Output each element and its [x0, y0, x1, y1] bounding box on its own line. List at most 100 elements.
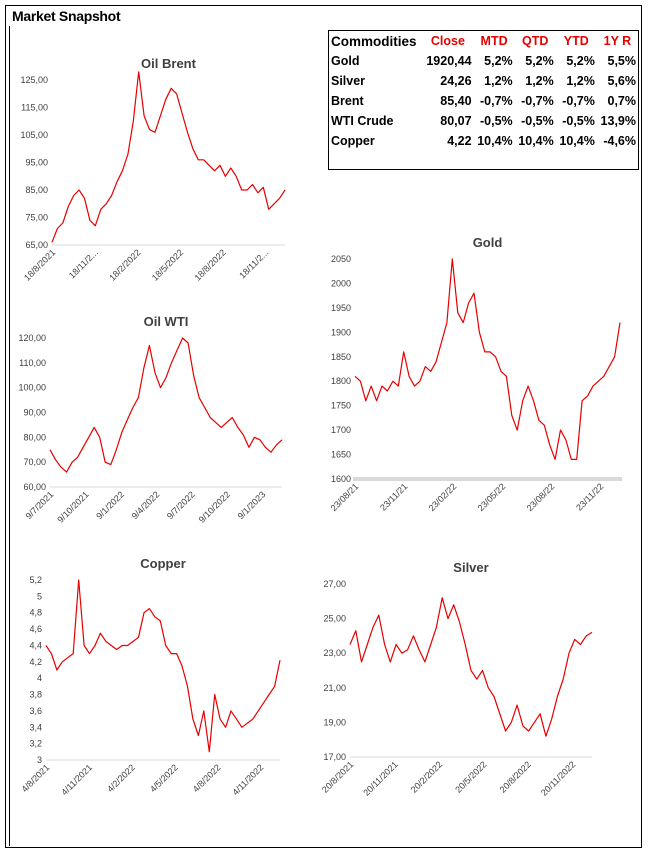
1yr-value: 5,5% — [607, 54, 637, 68]
table-header-row: Commodities Close MTD QTD YTD 1Y R — [329, 31, 638, 51]
table-header-close: Close — [430, 34, 465, 48]
chart-title: Oil WTI — [144, 314, 189, 329]
y-tick-label: 80,00 — [23, 432, 46, 442]
y-tick-label: 4,8 — [29, 608, 42, 618]
close-value: 24,26 — [440, 74, 472, 88]
qtd-value: 1,2% — [525, 74, 554, 88]
y-tick-label: 21,00 — [323, 683, 346, 693]
y-tick-label: 100,00 — [18, 383, 46, 393]
qtd-value: -0,5% — [521, 114, 554, 128]
commodity-name: Silver — [331, 74, 366, 88]
page-frame — [5, 5, 642, 848]
x-tick-label: 20/8/2022 — [498, 759, 533, 794]
y-tick-label: 105,00 — [20, 130, 48, 140]
table-row: Brent 85,40 -0,7% -0,7% -0,7% 0,7% — [329, 91, 638, 111]
series-line — [349, 597, 593, 737]
commodity-name: Gold — [331, 54, 360, 68]
y-tick-label: 120,00 — [18, 333, 46, 343]
y-tick-label: 1700 — [331, 425, 351, 435]
ytd-value: 5,2% — [566, 54, 595, 68]
chart-title: Silver — [453, 560, 488, 575]
x-tick-label: 20/8/2021 — [320, 759, 355, 794]
qtd-value: 10,4% — [518, 134, 554, 148]
mtd-value: -0,7% — [479, 94, 513, 108]
qtd-value: -0,7% — [521, 94, 554, 108]
table-row: WTI Crude 80,07 -0,5% -0,5% -0,5% 13,9% — [329, 111, 638, 131]
ytd-value: -0,7% — [562, 94, 595, 108]
x-tick-label: 20/5/2022 — [453, 759, 488, 794]
x-tick-label: 20/11/2021 — [361, 759, 399, 797]
commodity-name: Brent — [331, 94, 364, 108]
y-tick-label: 4 — [37, 673, 42, 683]
series-line — [45, 579, 281, 753]
y-tick-label: 1750 — [331, 401, 351, 411]
y-tick-label: 2000 — [331, 278, 351, 288]
y-tick-label: 3 — [37, 755, 42, 765]
y-tick-label: 5,2 — [29, 575, 42, 585]
x-tick-label: 20/11/2022 — [539, 759, 577, 797]
table-row: Silver 24,26 1,2% 1,2% 1,2% 5,6% — [329, 71, 638, 91]
y-tick-label: 4,4 — [29, 640, 42, 650]
y-tick-label: 110,00 — [19, 358, 46, 368]
y-tick-label: 19,00 — [323, 717, 346, 727]
y-tick-label: 95,00 — [25, 158, 48, 168]
commodities-table: Commodities Close MTD QTD YTD 1Y R Gold … — [328, 30, 639, 170]
y-tick-label: 1850 — [331, 352, 351, 362]
ytd-value: 10,4% — [559, 134, 595, 148]
content-frame — [9, 26, 636, 846]
close-value: 80,07 — [440, 114, 472, 128]
commodity-name: Copper — [331, 134, 375, 148]
1yr-value: 5,6% — [607, 74, 637, 88]
x-tick-label: 20/2/2022 — [409, 759, 444, 794]
y-tick-label: 85,00 — [25, 185, 48, 195]
y-tick-label: 3,4 — [29, 722, 42, 732]
y-tick-label: 75,00 — [25, 213, 48, 223]
y-tick-label: 4,2 — [29, 657, 42, 667]
qtd-value: 5,2% — [525, 54, 554, 68]
y-tick-label: 1900 — [331, 327, 351, 337]
close-value: 85,40 — [440, 94, 472, 108]
commodity-name: WTI Crude — [331, 114, 394, 128]
chart-title: Oil Brent — [141, 56, 197, 71]
mtd-value: 1,2% — [484, 74, 513, 88]
table-header-qtd: QTD — [522, 34, 549, 48]
y-tick-label: 125,00 — [20, 75, 48, 85]
series-line — [354, 258, 621, 460]
ytd-value: 1,2% — [566, 74, 595, 88]
1yr-value: -4,6% — [603, 134, 636, 148]
series-line — [51, 71, 286, 243]
y-tick-label: 70,00 — [23, 457, 46, 467]
y-tick-label: 23,00 — [323, 648, 346, 658]
mtd-value: 5,2% — [484, 54, 513, 68]
y-tick-label: 1650 — [331, 450, 351, 460]
y-tick-label: 27,00 — [323, 579, 346, 589]
ytd-value: -0,5% — [562, 114, 595, 128]
y-tick-label: 115,00 — [21, 103, 48, 113]
y-tick-label: 1950 — [331, 303, 351, 313]
y-tick-label: 25,00 — [323, 614, 346, 624]
1yr-value: 0,7% — [607, 94, 637, 108]
y-tick-label: 60,00 — [23, 482, 46, 492]
y-tick-label: 1600 — [331, 474, 351, 484]
y-tick-label: 90,00 — [23, 408, 46, 418]
table-header-mtd: MTD — [480, 34, 508, 48]
y-tick-label: 65,00 — [25, 240, 48, 250]
y-tick-label: 2050 — [331, 254, 351, 264]
table-row: Copper 4,22 10,4% 10,4% 10,4% -4,6% — [329, 131, 638, 151]
page-title: Market Snapshot — [12, 8, 121, 24]
y-tick-label: 4,6 — [29, 624, 42, 634]
y-tick-label: 3,2 — [29, 739, 42, 749]
series-line — [49, 337, 283, 473]
table-header-commodities: Commodities — [331, 33, 417, 49]
table-header-ytd: YTD — [563, 34, 589, 48]
y-tick-label: 3,6 — [29, 706, 42, 716]
chart-title: Gold — [473, 235, 503, 250]
y-tick-label: 3,8 — [29, 690, 42, 700]
close-value: 1920,44 — [426, 54, 472, 68]
mtd-value: 10,4% — [477, 134, 513, 148]
1yr-value: 13,9% — [600, 114, 636, 128]
table-header-1yr: 1Y R — [603, 34, 632, 48]
